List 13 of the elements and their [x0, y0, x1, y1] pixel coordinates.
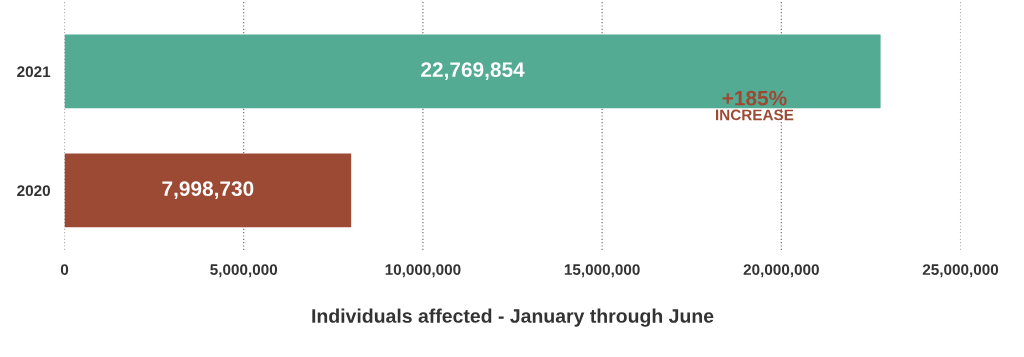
- data-label: 22,769,854: [421, 62, 525, 81]
- x-tick-label: 10,000,000: [385, 264, 461, 278]
- x-tick-label: 15,000,000: [564, 264, 640, 278]
- annotation: +185%: [722, 90, 787, 106]
- x-tick-label: 20,000,000: [743, 264, 819, 278]
- y-tick-label: 2020: [17, 185, 50, 197]
- x-tick-label: 5,000,000: [210, 264, 278, 278]
- y-tick-label: 2021: [17, 66, 51, 78]
- data-label: 7,998,730: [162, 181, 254, 200]
- x-tick-label: 25,000,000: [922, 264, 999, 278]
- x-tick-label: 0: [60, 264, 69, 276]
- annotation: INCREASE: [715, 109, 794, 121]
- x-axis-title: Individuals affected - January through June: [312, 308, 714, 327]
